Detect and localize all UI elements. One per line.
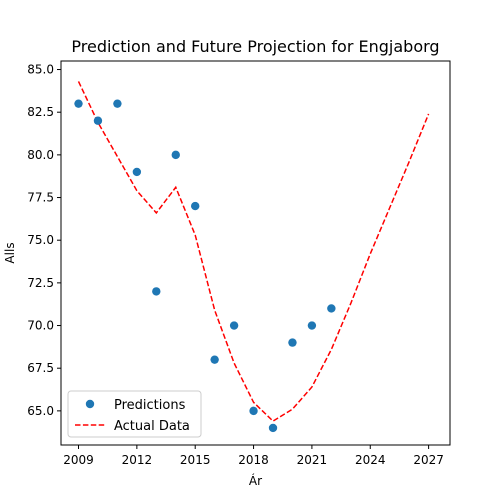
prediction-point (74, 99, 83, 108)
prediction-point (152, 287, 161, 296)
prediction-point (191, 201, 200, 211)
prediction-point (113, 99, 122, 108)
x-tick-label: 2021 (297, 453, 328, 467)
prediction-point (229, 321, 239, 330)
prediction-point (249, 406, 258, 416)
plot-area: 2009 2012 2015 2018 2021 2024 2027 65.0 67.5 70.0… (27, 60, 451, 467)
legend-marker-predictions (85, 399, 95, 409)
prediction-point (288, 338, 297, 347)
prediction-point (171, 150, 180, 160)
y-tick-label: 80.0 (27, 148, 54, 162)
x-tick-label: 2009 (63, 453, 94, 467)
actual-data-line (77, 81, 430, 423)
y-tick-label: 70.0 (27, 319, 54, 333)
x-tick-label: 2012 (122, 453, 153, 467)
x-axis-label: Ár (249, 473, 262, 488)
x-tick-label: 2015 (180, 453, 211, 467)
prediction-point (327, 304, 336, 313)
x-tick-label: 2018 (238, 453, 269, 467)
y-tick-label: 77.5 (27, 191, 54, 205)
y-axis-label: Alls (3, 242, 17, 263)
y-tick-label: 82.5 (27, 105, 54, 119)
prediction-point (132, 167, 142, 177)
prediction-point (307, 321, 317, 330)
legend: Predictions Actual Data (67, 390, 202, 438)
prediction-point (210, 355, 219, 364)
plot-frame (60, 60, 451, 446)
y-tick-label: 72.5 (27, 276, 54, 290)
legend-label: Actual Data (114, 419, 190, 434)
y-tick-label: 67.5 (27, 361, 54, 375)
chart-title: Prediction and Future Projection for Eng… (71, 37, 439, 56)
y-tick-label: 75.0 (27, 233, 54, 247)
x-tick-label: 2027 (413, 453, 444, 467)
x-tick-label: 2024 (355, 453, 386, 467)
prediction-point (93, 116, 103, 125)
legend-label: Predictions (114, 398, 186, 413)
y-tick-label: 65.0 (27, 404, 54, 418)
prediction-point (268, 423, 278, 433)
y-tick-label: 85.0 (27, 63, 54, 77)
